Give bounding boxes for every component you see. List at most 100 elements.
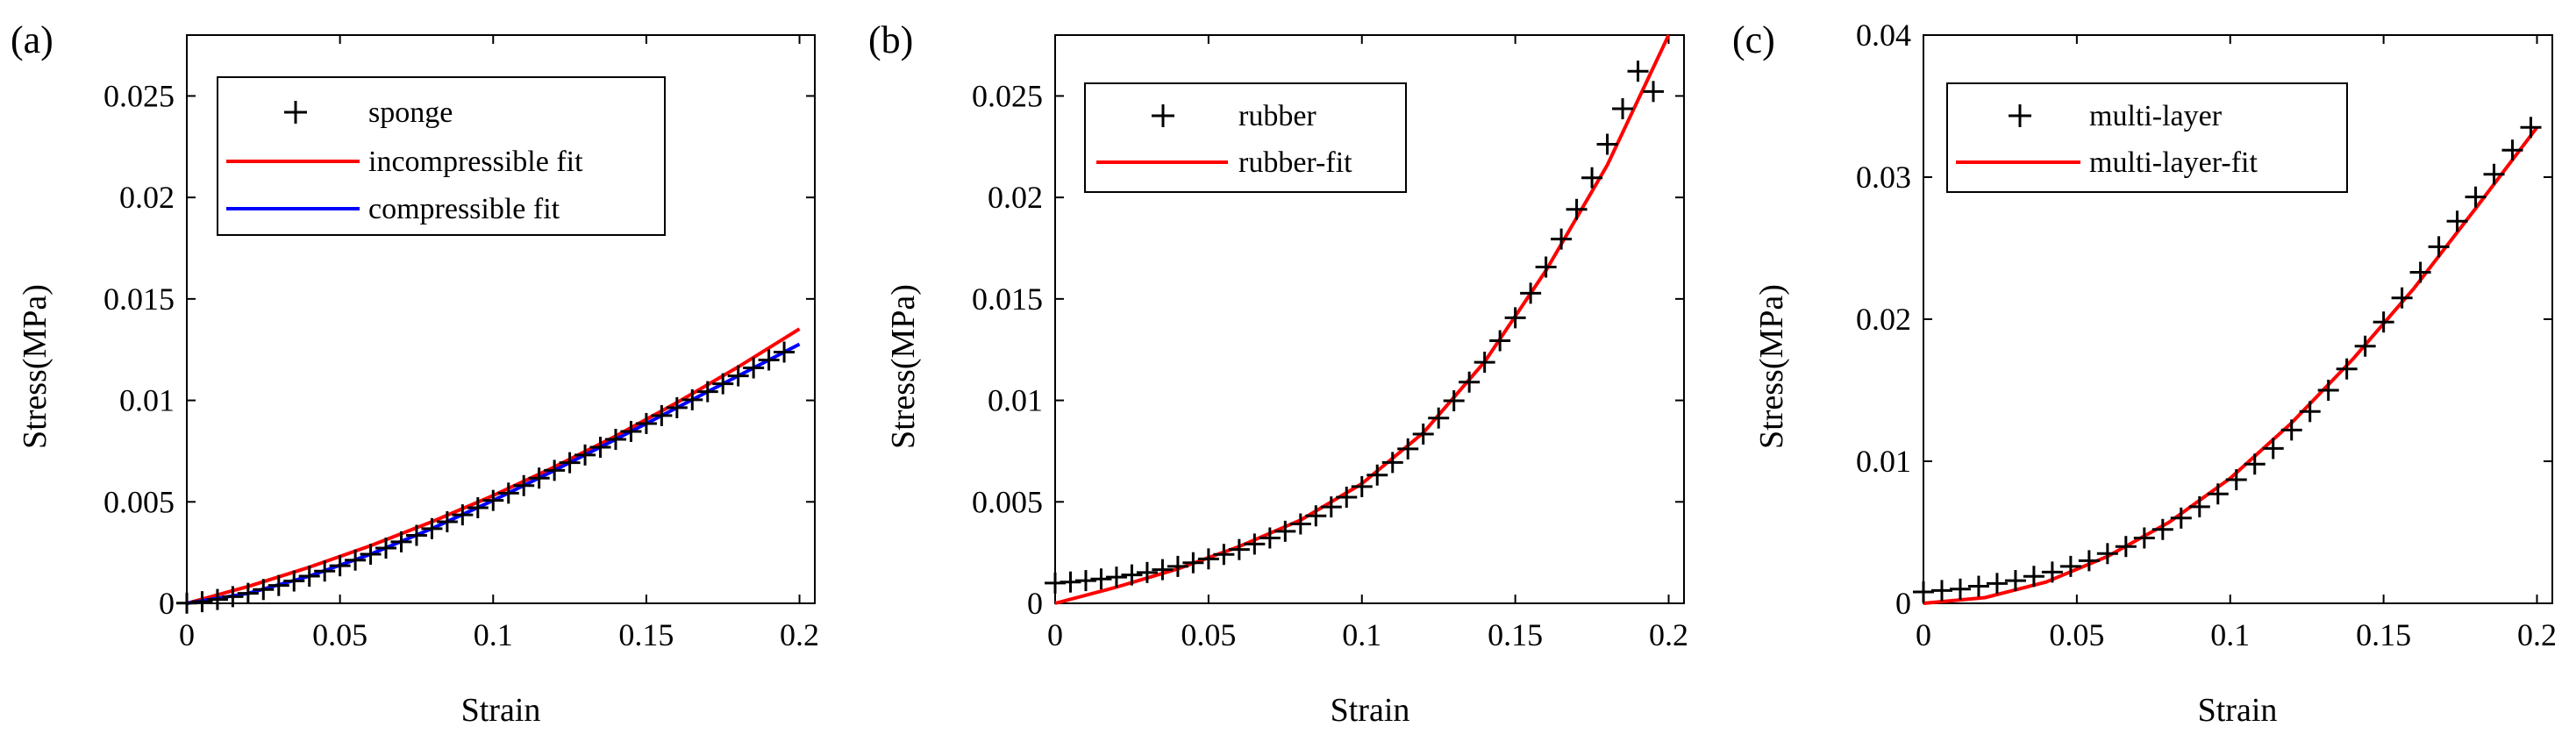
data-point-marker — [2317, 380, 2339, 401]
data-point-marker — [2133, 527, 2155, 549]
data-point-marker — [2446, 210, 2468, 232]
plot-area: 0 0.05 0.1 0.15 0.2 0 0.005 0.01 0.015 0.02 0.025 — [972, 34, 1688, 652]
data-point-marker — [620, 420, 642, 442]
legend-marker-rubber — [1152, 104, 1174, 127]
data-point-marker — [1397, 438, 1419, 460]
data-point-marker — [1121, 564, 1143, 586]
y-tick-label: 0.01 — [119, 383, 175, 418]
data-point-marker — [1535, 256, 1557, 278]
data-point-marker — [2299, 401, 2321, 423]
data-point-marker — [544, 460, 566, 481]
x-tick-label: 0 — [179, 617, 195, 652]
panel-a: (a) Stress(MPa) Strain 0 0.05 0.1 0.15 0.200… — [11, 18, 819, 729]
y-axis-label: Stress(MPa) — [1753, 284, 1790, 449]
data-point-marker — [1643, 81, 1665, 103]
data-point-marker — [604, 429, 626, 451]
data-point-marker — [1581, 167, 1603, 189]
x-axis-label: Strain — [461, 692, 541, 729]
data-point-marker — [1167, 555, 1188, 577]
y-tick-label: 0.005 — [972, 484, 1043, 519]
data-point-marker — [314, 560, 336, 582]
y-tick-label: 0.025 — [103, 78, 175, 113]
data-point-marker — [1074, 570, 1096, 592]
x-axis-label: Strain — [1331, 692, 1410, 729]
y-tick-label: 0.01 — [988, 383, 1043, 418]
y-tick-label: 0.02 — [1856, 302, 1911, 337]
data-point-marker — [2207, 483, 2229, 505]
x-tick-label: 0.15 — [1488, 617, 1543, 652]
data-point-marker — [574, 444, 596, 466]
data-point-marker — [2336, 358, 2358, 380]
data-point-marker — [375, 538, 397, 559]
legend-marker-multi-layer — [2009, 104, 2031, 127]
data-point-marker — [176, 592, 197, 614]
legend-box — [1084, 82, 1407, 193]
data-point-marker — [2225, 469, 2247, 491]
data-point-marker — [1504, 307, 1526, 329]
data-point-marker — [2023, 566, 2044, 588]
y-tick-label: 0 — [1895, 586, 1911, 621]
data-point-marker — [1930, 580, 1952, 602]
panel-label: (a) — [11, 18, 54, 61]
data-point-marker — [253, 579, 275, 601]
data-point-marker — [1274, 520, 1296, 542]
legend-label-multi-layer-fit: multi-layer-fit — [2089, 146, 2258, 179]
data-point-marker — [1520, 282, 1542, 304]
data-point-marker — [1986, 573, 2008, 595]
data-point-marker — [1489, 330, 1511, 352]
data-point-marker — [2096, 543, 2118, 565]
data-point-marker — [1060, 571, 1081, 593]
data-point-marker — [1627, 61, 1649, 82]
series-line-incompressible-fit — [186, 327, 801, 605]
x-tick-label: 0.05 — [312, 617, 367, 652]
data-point-marker — [712, 373, 734, 395]
data-point-marker — [1244, 533, 1266, 555]
data-point-marker — [1152, 559, 1174, 581]
data-point-marker — [696, 381, 718, 403]
legend-label-sponge: sponge — [368, 96, 453, 129]
data-point-marker — [2354, 335, 2376, 357]
legend-marker-sponge — [284, 101, 307, 124]
data-point-marker — [345, 549, 367, 571]
panel-b: (b) Stress(MPa) Strain 0 0.05 0.1 0.15 0.200… — [868, 18, 1688, 729]
y-tick-label: 0.04 — [1856, 18, 1911, 53]
x-tick-label: 0.1 — [1342, 617, 1381, 652]
data-point-marker — [283, 570, 305, 592]
panel-label: (b) — [868, 18, 913, 61]
axes-box — [186, 34, 816, 604]
data-point-marker — [1474, 352, 1495, 374]
x-tick-label: 0.05 — [2049, 617, 2104, 652]
data-point-marker — [1566, 198, 1588, 220]
data-point-marker — [329, 555, 351, 577]
plot-area: 0 0.05 0.1 0.15 0.2 0 0.005 0.01 0.015 0.02 0.025 — [103, 34, 819, 652]
data-point-marker — [467, 496, 489, 518]
panel-label: (c) — [1732, 18, 1775, 61]
x-tick-label: 0.15 — [2356, 617, 2411, 652]
data-point-marker — [2391, 287, 2413, 309]
data-point-marker — [1967, 575, 1989, 597]
plot-area: 0 0.05 0.1 0.15 0.2 0 0.01 0.02 0.03 0.04 — [1856, 18, 2557, 652]
data-point-marker — [2280, 419, 2302, 441]
y-tick-label: 0.02 — [119, 180, 175, 215]
data-point-marker — [528, 467, 550, 489]
data-point-marker — [635, 412, 657, 434]
y-tick-label: 0 — [1027, 586, 1043, 621]
data-point-marker — [360, 543, 382, 565]
data-point-marker — [666, 396, 688, 418]
legend-box — [1946, 82, 2348, 193]
x-tick-label: 0.05 — [1181, 617, 1236, 652]
data-point-marker — [1612, 98, 1634, 120]
panel-c: (c) Stress(MPa) Strain 0 0.05 0.1 0.15 0.200… — [1732, 18, 2557, 729]
axes-box — [1054, 34, 1685, 604]
data-point-marker — [1289, 513, 1311, 535]
data-point-marker — [1259, 527, 1281, 549]
x-tick-label: 0.15 — [618, 617, 674, 652]
data-point-marker — [651, 404, 673, 426]
data-point-marker — [1596, 133, 1618, 155]
legend-label-multi-layer: multi-layer — [2089, 100, 2223, 132]
x-tick-label: 0 — [1047, 617, 1063, 652]
x-axis-label: Strain — [2198, 692, 2278, 729]
data-point-marker — [2059, 555, 2081, 577]
legend-label-compressible-fit: compressible fit — [368, 193, 560, 225]
